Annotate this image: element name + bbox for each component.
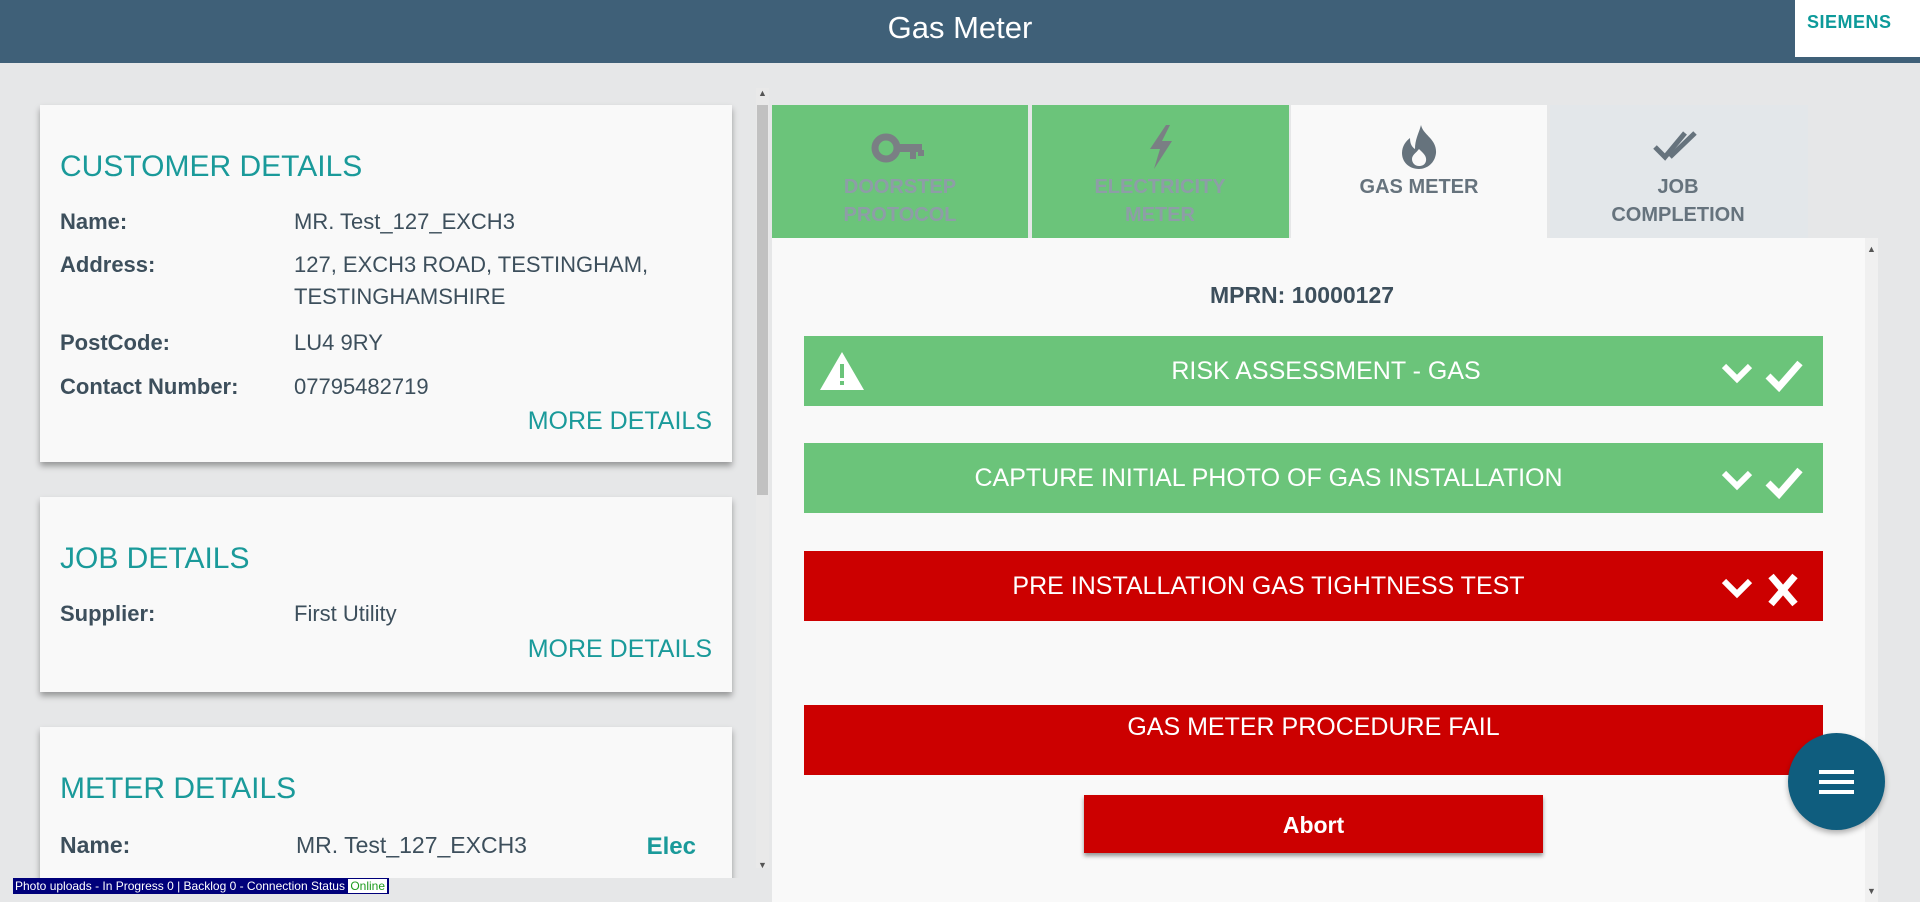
- warning-icon: [820, 352, 864, 390]
- step-risk-assessment-label: RISK ASSESSMENT - GAS: [1171, 357, 1481, 385]
- cross-icon: [1768, 573, 1798, 607]
- customer-address-line2: TESTINGHAMSHIRE: [294, 284, 506, 309]
- step-gas-tightness-label: PRE INSTALLATION GAS TIGHTNESS TEST: [1012, 572, 1525, 600]
- content-scroll-up-icon[interactable]: ▲: [1867, 244, 1876, 254]
- step-gas-tightness-test[interactable]: PRE INSTALLATION GAS TIGHTNESS TEST: [804, 551, 1823, 621]
- siemens-logo: SIEMENS: [1795, 0, 1920, 52]
- step-risk-assessment[interactable]: RISK ASSESSMENT - GAS: [804, 336, 1823, 406]
- job-details-card: JOB DETAILS Supplier: First Utility MORE…: [40, 497, 732, 692]
- upload-status-text: Photo uploads - In Progress 0 | Backlog …: [15, 879, 345, 893]
- chevron-down-icon[interactable]: [1721, 469, 1753, 491]
- customer-details-card: CUSTOMER DETAILS Name: MR. Test_127_EXCH…: [40, 105, 732, 462]
- chevron-down-icon[interactable]: [1721, 362, 1753, 384]
- brand-text: SIEMENS: [1807, 12, 1892, 32]
- customer-contact-label: Contact Number:: [60, 374, 239, 399]
- key-icon: [871, 133, 924, 163]
- checkmark-icon: [1765, 360, 1803, 392]
- customer-more-details-link[interactable]: MORE DETAILS: [527, 407, 712, 435]
- flame-icon: [1402, 125, 1437, 169]
- tab-doorstep-label: DOORSTEP PROTOCOL: [843, 176, 957, 226]
- meter-name-value: MR. Test_127_EXCH3: [296, 832, 527, 858]
- details-panel: CUSTOMER DETAILS Name: MR. Test_127_EXCH…: [0, 63, 760, 878]
- hamburger-menu-icon: [1819, 770, 1854, 794]
- lightning-icon: [1150, 125, 1172, 169]
- menu-button[interactable]: [1788, 733, 1885, 830]
- tab-gas-meter-label: GAS METER: [1359, 176, 1479, 198]
- customer-postcode-value: LU4 9RY: [294, 330, 383, 355]
- left-scroll-up-icon[interactable]: ▲: [758, 88, 767, 98]
- left-scroll-down-icon[interactable]: ▼: [758, 860, 767, 870]
- customer-postcode-label: PostCode:: [60, 330, 170, 355]
- logo-underline: [1795, 52, 1920, 57]
- connection-status-bar: Photo uploads - In Progress 0 | Backlog …: [13, 878, 390, 894]
- job-details-title: JOB DETAILS: [60, 542, 250, 575]
- step-capture-photo-label: CAPTURE INITIAL PHOTO OF GAS INSTALLATIO…: [974, 464, 1563, 492]
- left-scrollbar-thumb[interactable]: [757, 105, 768, 495]
- job-more-details-link[interactable]: MORE DETAILS: [527, 635, 712, 663]
- tab-job-completion[interactable]: JOB COMPLETION: [1550, 105, 1808, 238]
- content-scrollbar[interactable]: [1865, 238, 1878, 902]
- meter-elec-tag: Elec: [646, 833, 696, 860]
- content-scroll-down-icon[interactable]: ▼: [1867, 886, 1876, 896]
- abort-button[interactable]: Abort: [1084, 795, 1543, 853]
- procedure-fail-banner: GAS METER PROCEDURE FAIL: [804, 705, 1823, 775]
- gas-meter-content: MPRN: 10000127 RISK ASSESSMENT - GAS CAP…: [772, 238, 1877, 902]
- meter-name-label: Name:: [60, 832, 131, 858]
- connection-status-badge: Online: [348, 879, 388, 893]
- meter-details-card: METER DETAILS Name: MR. Test_127_EXCH3 E…: [40, 727, 732, 878]
- customer-name-label: Name:: [60, 209, 128, 234]
- tab-doorstep-protocol[interactable]: DOORSTEP PROTOCOL: [772, 105, 1028, 238]
- page-title: Gas Meter: [887, 10, 1033, 45]
- mprn-label: MPRN: 10000127: [1209, 282, 1395, 308]
- chevron-down-icon[interactable]: [1721, 577, 1753, 599]
- customer-contact-value: 07795482719: [294, 374, 429, 399]
- tab-job-completion-label: JOB COMPLETION: [1611, 176, 1745, 226]
- double-check-icon: [1653, 131, 1697, 161]
- tab-electricity-label: ELECTRICITY METER: [1094, 176, 1226, 226]
- customer-address-line1: 127, EXCH3 ROAD, TESTINGHAM,: [294, 252, 649, 277]
- step-capture-photo[interactable]: CAPTURE INITIAL PHOTO OF GAS INSTALLATIO…: [804, 443, 1823, 513]
- customer-details-title: CUSTOMER DETAILS: [60, 150, 363, 183]
- meter-details-title: METER DETAILS: [60, 772, 297, 805]
- app-header: Gas Meter: [0, 0, 1920, 63]
- tab-electricity-meter[interactable]: ELECTRICITY METER: [1032, 105, 1289, 238]
- tab-gas-meter[interactable]: GAS METER: [1291, 105, 1547, 238]
- supplier-label: Supplier:: [60, 601, 156, 626]
- customer-address-label: Address:: [60, 252, 156, 277]
- customer-name-value: MR. Test_127_EXCH3: [294, 209, 515, 234]
- checkmark-icon: [1765, 467, 1803, 499]
- supplier-value: First Utility: [294, 601, 397, 626]
